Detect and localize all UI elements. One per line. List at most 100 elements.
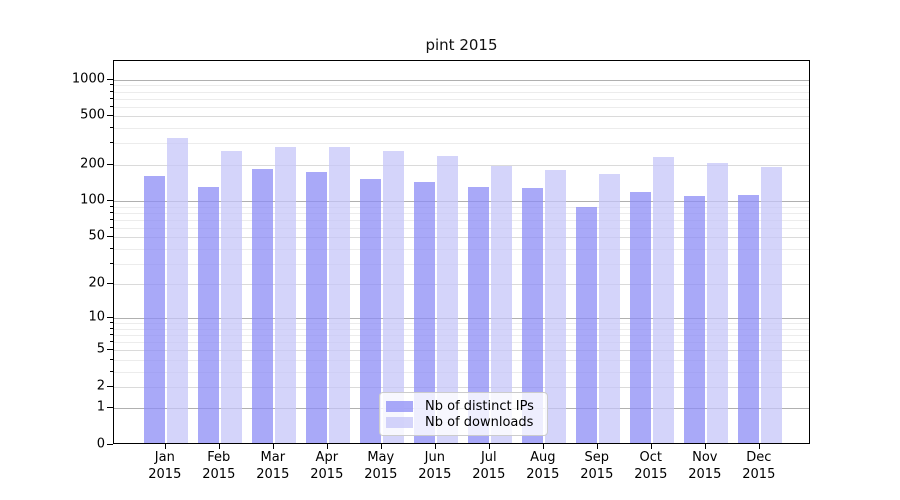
minor-gridline: [114, 143, 809, 145]
minor-gridline: [114, 248, 809, 250]
y-minor-tick-mark: [110, 247, 113, 249]
y-minor-tick-mark: [110, 218, 113, 220]
bar-downloads: [436, 156, 458, 443]
plot-area: [113, 60, 810, 444]
y-minor-tick-mark: [110, 349, 113, 351]
bar-downloads: [652, 157, 674, 443]
legend-item-distinct-ips: Nb of distinct IPs: [386, 398, 539, 414]
bar-distinct-ips: [305, 171, 327, 443]
bar-downloads: [274, 147, 296, 443]
bar-downloads: [760, 166, 782, 443]
y-minor-tick-mark: [110, 327, 113, 329]
x-tick-label: Jul 2015: [472, 450, 506, 482]
y-minor-tick-mark: [110, 283, 113, 285]
x-tick-mark: [380, 444, 382, 449]
minor-gridline: [114, 98, 809, 100]
bar-distinct-ips: [521, 187, 543, 443]
y-minor-tick-mark: [110, 334, 113, 336]
legend-swatch-distinct-ips-icon: [386, 400, 413, 412]
y-tick-label: 5: [96, 341, 105, 357]
bar-downloads: [220, 151, 242, 443]
y-minor-tick-mark: [110, 211, 113, 213]
minor-gridline: [114, 212, 809, 214]
minor-gridline: [114, 206, 809, 208]
y-minor-tick-mark: [110, 84, 113, 86]
y-tick-label: 20: [88, 275, 105, 291]
x-tick-label: Feb 2015: [202, 450, 236, 482]
bar-distinct-ips: [143, 176, 165, 443]
x-tick-mark: [272, 444, 274, 449]
x-tick-label: Mar 2015: [256, 450, 290, 482]
bar-downloads: [166, 138, 188, 443]
y-minor-tick-mark: [110, 358, 113, 360]
x-tick-mark: [218, 444, 220, 449]
bar-downloads: [328, 147, 350, 443]
y-tick-mark: [107, 444, 113, 445]
labeled-gridline: [114, 116, 809, 118]
legend: Nb of distinct IPs Nb of downloads: [379, 392, 548, 436]
y-tick-label: 2: [96, 378, 105, 394]
y-tick-label: 50: [88, 228, 105, 244]
y-tick-mark: [107, 407, 113, 409]
minor-gridline: [114, 359, 809, 361]
y-minor-tick-mark: [110, 262, 113, 264]
minor-gridline: [114, 91, 809, 93]
y-minor-tick-mark: [110, 226, 113, 228]
y-tick-label: 100: [80, 192, 105, 208]
labeled-gridline: [114, 237, 809, 239]
x-tick-mark: [488, 444, 490, 449]
y-minor-tick-mark: [110, 90, 113, 92]
bar-distinct-ips: [683, 195, 705, 443]
x-tick-label: May 2015: [364, 450, 398, 482]
minor-gridline: [114, 227, 809, 229]
y-tick-mark: [107, 317, 113, 319]
y-minor-tick-mark: [110, 385, 113, 387]
x-tick-mark: [326, 444, 328, 449]
bar-distinct-ips: [413, 182, 435, 443]
minor-gridline: [114, 371, 809, 373]
minor-gridline: [114, 219, 809, 221]
bar-downloads: [598, 174, 620, 443]
x-tick-label: Apr 2015: [310, 450, 344, 482]
bar-distinct-ips: [251, 169, 273, 443]
x-tick-label: Aug 2015: [526, 450, 560, 482]
x-tick-mark: [596, 444, 598, 449]
x-tick-mark: [758, 444, 760, 449]
y-minor-tick-mark: [110, 370, 113, 372]
y-minor-tick-mark: [110, 97, 113, 99]
y-minor-tick-mark: [110, 127, 113, 129]
legend-swatch-downloads-icon: [386, 416, 413, 428]
bar-distinct-ips: [467, 186, 489, 443]
legend-label-downloads: Nb of downloads: [425, 414, 534, 430]
major-gridline: [114, 201, 809, 203]
minor-gridline: [114, 106, 809, 108]
minor-gridline: [114, 263, 809, 265]
bar-downloads: [544, 170, 566, 443]
x-tick-label: Oct 2015: [634, 450, 668, 482]
x-tick-mark: [650, 444, 652, 449]
y-minor-tick-mark: [110, 236, 113, 238]
bar-downloads: [706, 162, 728, 443]
bar-distinct-ips: [629, 191, 651, 443]
y-minor-tick-mark: [110, 205, 113, 207]
y-minor-tick-mark: [110, 115, 113, 117]
labeled-gridline: [114, 350, 809, 352]
minor-gridline: [114, 85, 809, 87]
minor-gridline: [114, 328, 809, 330]
x-tick-mark: [434, 444, 436, 449]
labeled-gridline: [114, 386, 809, 388]
y-tick-label: 10: [88, 309, 105, 325]
y-minor-tick-mark: [110, 322, 113, 324]
y-tick-label: 0: [96, 436, 105, 452]
minor-gridline: [114, 342, 809, 344]
bar-distinct-ips: [197, 187, 219, 443]
y-tick-label: 200: [80, 156, 105, 172]
y-tick-mark: [107, 200, 113, 202]
y-minor-tick-mark: [110, 341, 113, 343]
major-gridline: [114, 318, 809, 320]
legend-label-distinct-ips: Nb of distinct IPs: [425, 398, 534, 414]
bar-downloads: [490, 165, 512, 443]
x-tick-label: Dec 2015: [742, 450, 776, 482]
minor-gridline: [114, 335, 809, 337]
major-gridline: [114, 79, 809, 81]
